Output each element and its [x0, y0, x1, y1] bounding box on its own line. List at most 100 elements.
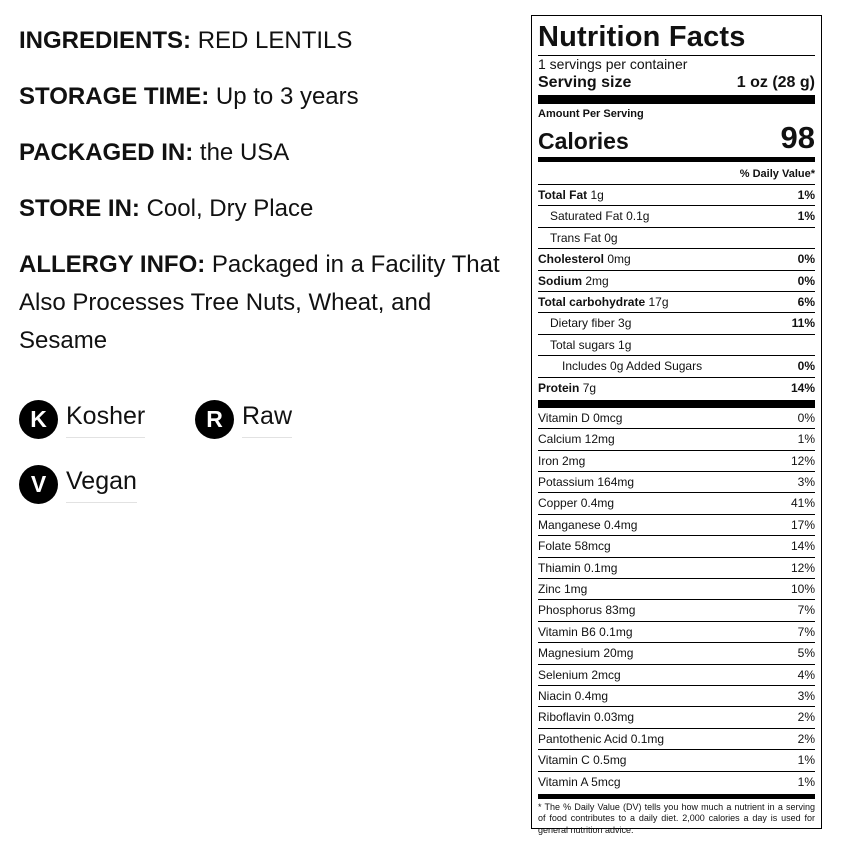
- vitamin-rows: Vitamin D 0mcg 0% Calcium 12mg 1% Iron 2mg 12…: [538, 408, 815, 793]
- nutrient-label: Saturated Fat 0.1g: [550, 206, 649, 226]
- vitamin-daily-value: 7%: [797, 603, 815, 618]
- nutrient-daily-value: 1%: [797, 209, 815, 224]
- vitamin-row: Vitamin D 0mcg 0%: [538, 408, 815, 430]
- store-in-label: STORE IN:: [19, 195, 140, 222]
- nutrient-row: Total sugars 1g: [538, 335, 815, 357]
- nutrient-name: Total carbohydrate: [538, 294, 646, 309]
- badge-raw[interactable]: R Raw: [195, 400, 293, 439]
- vitamin-label: Thiamin 0.1mg: [538, 560, 618, 575]
- nutrient-label: Cholesterol 0mg: [538, 249, 631, 269]
- vitamin-label: Selenium 2mcg: [538, 667, 621, 682]
- nutrient-daily-value: 14%: [790, 380, 815, 395]
- nutrition-title: Nutrition Facts: [538, 21, 746, 53]
- vitamin-label: Calcium 12mg: [538, 432, 615, 447]
- nutrient-amount: 17g: [648, 294, 669, 309]
- vitamin-daily-value: 12%: [790, 560, 815, 575]
- vitamin-daily-value: 7%: [797, 624, 815, 639]
- vitamin-row: Magnesium 20mg 5%: [538, 643, 815, 665]
- vitamin-label: Zinc 1mg: [538, 582, 588, 597]
- serving-size-label: Serving size: [538, 74, 632, 91]
- nutrition-facts-panel: Nutrition Facts 1 servings per container…: [531, 15, 822, 835]
- vitamin-daily-value: 10%: [790, 582, 815, 597]
- vegan-icon: V: [19, 465, 58, 504]
- badge-kosher[interactable]: K Kosher: [19, 400, 146, 439]
- vitamin-label: Potassium 164mg: [538, 475, 635, 490]
- nutrient-daily-value: 0%: [797, 273, 815, 288]
- daily-value-header: % Daily Value*: [538, 164, 815, 185]
- nutrient-name: Trans Fat: [550, 230, 601, 245]
- divider: [538, 55, 815, 56]
- badge-label[interactable]: Raw: [242, 402, 293, 438]
- vitamin-daily-value: 14%: [790, 539, 815, 554]
- ingredients-line: INGREDIENTS: RED LENTILS: [19, 22, 509, 60]
- nutrient-name: Includes 0g Added Sugars: [562, 359, 703, 374]
- vitamin-daily-value: 1%: [797, 753, 815, 768]
- nutrient-daily-value: 0%: [797, 359, 815, 374]
- vitamin-row: Vitamin B6 0.1mg 7%: [538, 622, 815, 644]
- nutrient-daily-value: 1%: [797, 188, 815, 202]
- nutrient-row: Total Fat 1g 1%: [538, 185, 815, 207]
- nutrient-label: Includes 0g Added Sugars: [562, 356, 702, 376]
- store-in-line: STORE IN: Cool, Dry Place: [19, 190, 509, 228]
- vitamin-label: Manganese 0.4mg: [538, 517, 638, 532]
- nutrient-amount: 1g: [618, 337, 632, 352]
- allergy-info-value: Packaged in a Facility That Also Process…: [19, 251, 500, 354]
- storage-time-value: Up to 3 years: [215, 83, 359, 110]
- vitamin-daily-value: 2%: [797, 710, 815, 725]
- vitamin-label: Vitamin D 0mcg: [538, 410, 623, 425]
- calories-row: Calories 98: [538, 121, 815, 155]
- nutrient-label: Trans Fat 0g: [550, 228, 618, 248]
- nutrient-name: Dietary fiber: [550, 316, 615, 331]
- vitamin-row: Selenium 2mcg 4%: [538, 665, 815, 686]
- allergy-info-label: ALLERGY INFO:: [19, 251, 206, 278]
- nutrient-daily-value: 0%: [797, 252, 815, 267]
- nutrient-name: Sodium: [538, 273, 582, 288]
- nutrient-amount: 0mg: [607, 252, 631, 267]
- badge-label[interactable]: Kosher: [66, 402, 146, 438]
- vitamin-row: Iron 2mg 12%: [538, 451, 815, 473]
- nutrient-label: Total carbohydrate 17g: [538, 292, 669, 312]
- ingredients-value: RED LENTILS: [197, 27, 353, 54]
- calories-value: 98: [780, 120, 815, 155]
- badge-vegan[interactable]: V Vegan: [19, 465, 137, 504]
- nutrient-amount: 0.1g: [626, 209, 650, 224]
- vitamin-row: Potassium 164mg 3%: [538, 472, 815, 494]
- thick-divider: [538, 95, 815, 104]
- nutrient-label: Sodium 2mg: [538, 271, 609, 291]
- vitamin-daily-value: 3%: [797, 475, 815, 490]
- nutrient-row: Includes 0g Added Sugars 0%: [538, 356, 815, 378]
- raw-icon: R: [195, 400, 234, 439]
- vitamin-row: Vitamin A 5mcg 1%: [538, 772, 815, 793]
- vitamin-label: Vitamin A 5mcg: [538, 774, 621, 789]
- nutrient-name: Total Fat: [538, 188, 588, 202]
- vitamin-daily-value: 1%: [797, 432, 815, 447]
- serving-size-value: 1 oz (28 g): [736, 74, 815, 91]
- nutrient-amount: 1g: [590, 188, 604, 202]
- nutrient-daily-value: 6%: [797, 294, 815, 309]
- kosher-icon: K: [19, 400, 58, 439]
- nutrient-daily-value: 11%: [791, 316, 815, 331]
- nutrient-amount: 3g: [618, 316, 632, 331]
- product-info: INGREDIENTS: RED LENTILS STORAGE TIME: U…: [19, 22, 509, 378]
- nutrient-row: Saturated Fat 0.1g 1%: [538, 206, 815, 228]
- nutrient-row: Trans Fat 0g: [538, 228, 815, 250]
- storage-time-label: STORAGE TIME:: [19, 83, 210, 110]
- vitamin-daily-value: 12%: [790, 453, 815, 468]
- nutrient-rows: Total Fat 1g 1% Saturated Fat 0.1g 1% Trans …: [538, 185, 815, 399]
- badge-label[interactable]: Vegan: [66, 467, 137, 503]
- ingredients-label: INGREDIENTS:: [19, 27, 192, 54]
- vitamin-label: Copper 0.4mg: [538, 496, 615, 511]
- medium-divider: [538, 793, 815, 799]
- vitamin-daily-value: 41%: [790, 496, 815, 511]
- storage-time-line: STORAGE TIME: Up to 3 years: [19, 78, 509, 116]
- vitamin-row: Niacin 0.4mg 3%: [538, 686, 815, 708]
- vitamin-daily-value: 2%: [797, 731, 815, 746]
- nutrient-row: Total carbohydrate 17g 6%: [538, 292, 815, 314]
- vitamin-row: Calcium 12mg 1%: [538, 429, 815, 451]
- vitamin-row: Riboflavin 0.03mg 2%: [538, 707, 815, 729]
- vitamin-row: Copper 0.4mg 41%: [538, 493, 815, 515]
- nutrient-label: Total sugars 1g: [550, 335, 631, 355]
- vitamin-row: Zinc 1mg 10%: [538, 579, 815, 601]
- allergy-info-line: ALLERGY INFO: Packaged in a Facility Tha…: [19, 246, 509, 360]
- nutrient-row: Sodium 2mg 0%: [538, 271, 815, 292]
